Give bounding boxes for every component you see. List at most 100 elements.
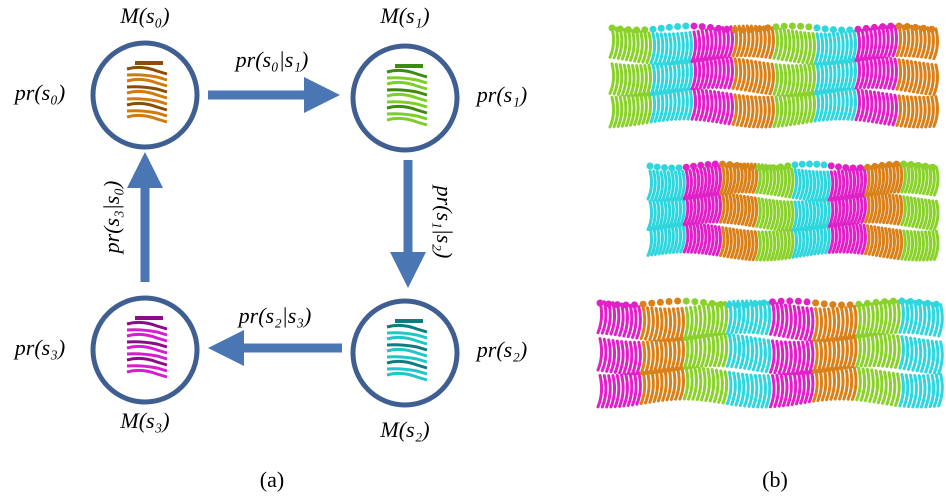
bead (666, 298, 673, 305)
bead (924, 300, 931, 307)
strand (648, 227, 652, 255)
bead (822, 25, 829, 32)
edge-label: pr(s₁|s₂) (432, 184, 457, 259)
strand (387, 118, 427, 125)
strand (598, 375, 602, 406)
bead (605, 300, 612, 307)
bead (871, 24, 878, 31)
bead (691, 298, 698, 305)
bead (933, 301, 940, 308)
strand (610, 64, 614, 94)
bead (748, 26, 755, 33)
strand (127, 91, 167, 98)
bead (741, 163, 748, 170)
bead (697, 162, 704, 169)
bead (812, 299, 819, 306)
bead (879, 162, 886, 169)
bead (707, 24, 714, 31)
bead (631, 301, 638, 308)
bead (773, 23, 780, 30)
bead (847, 301, 854, 308)
bead (781, 23, 788, 30)
caption: (a) (260, 467, 284, 492)
strand (610, 28, 614, 58)
molecule (127, 63, 167, 122)
fibril (597, 298, 943, 407)
bead (873, 299, 880, 306)
bead (734, 162, 741, 169)
bead (756, 25, 763, 32)
strand (648, 202, 652, 230)
bead (804, 298, 811, 305)
bead (769, 298, 776, 305)
strand (387, 106, 427, 113)
bead (641, 26, 648, 33)
model-label: M(s₁) (379, 3, 429, 28)
bead (912, 24, 919, 31)
caption: (b) (762, 467, 788, 492)
bead (846, 26, 853, 33)
bead (864, 300, 871, 307)
bead (770, 164, 777, 171)
bead (657, 299, 664, 306)
bead (732, 26, 739, 33)
bead (661, 164, 668, 171)
bead (760, 299, 767, 306)
bead (928, 26, 935, 33)
bead (682, 23, 689, 30)
bead (829, 301, 836, 308)
bead (821, 161, 828, 168)
prob-label: pr(s₂) (475, 337, 527, 362)
bead (929, 164, 936, 171)
strand (387, 325, 427, 332)
bead (715, 25, 722, 32)
strand (127, 67, 167, 74)
bead (850, 164, 857, 171)
prob-label: pr(s₁) (475, 82, 527, 107)
bead (915, 162, 922, 169)
bead (900, 161, 907, 168)
bead (778, 298, 785, 305)
bead (726, 301, 733, 308)
bead (821, 300, 828, 307)
molecule (127, 318, 167, 377)
bead (777, 163, 784, 170)
strand (127, 79, 167, 86)
state-circle (353, 301, 457, 405)
strand (648, 171, 652, 199)
bead (887, 23, 894, 30)
strand (127, 322, 167, 329)
strand (127, 358, 167, 365)
bead (814, 24, 821, 31)
bead (828, 162, 835, 169)
bead (842, 164, 849, 171)
bead (622, 301, 629, 308)
bead (640, 301, 647, 308)
molecule (387, 321, 427, 380)
bead (755, 164, 762, 171)
strand (387, 373, 427, 380)
bead (838, 26, 845, 33)
bead (617, 25, 624, 32)
strand (387, 361, 427, 368)
bead (699, 23, 706, 30)
strand (387, 70, 427, 77)
bead (864, 164, 871, 171)
state-circle (93, 43, 197, 147)
strand (598, 339, 602, 370)
bead (723, 26, 730, 33)
bead (805, 23, 812, 30)
bead (654, 163, 661, 170)
bead (683, 298, 690, 305)
bead (835, 163, 842, 170)
bead (597, 300, 604, 307)
bead (735, 301, 742, 308)
bead (674, 298, 681, 305)
bead (705, 161, 712, 168)
bead (920, 25, 927, 32)
bead (764, 24, 771, 31)
bead (795, 298, 802, 305)
bead (792, 161, 799, 168)
strand (387, 94, 427, 101)
bead (748, 164, 755, 171)
